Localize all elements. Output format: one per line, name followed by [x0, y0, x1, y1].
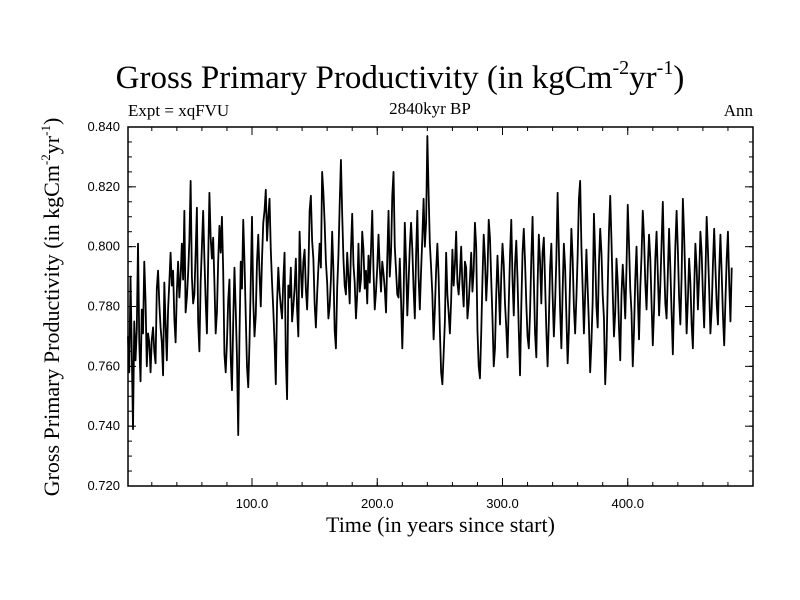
- tick-labels: 0.720 0.740 0.760 0.780 0.800 0.820 0.840 100.0…: [87, 119, 644, 511]
- y-tick-label: 0.760: [87, 358, 120, 373]
- y-tick-label: 0.740: [87, 418, 120, 433]
- x-axis-label: Time (in years since start): [326, 512, 555, 537]
- x-tick-label: 300.0: [486, 496, 519, 511]
- y-tick-label: 0.720: [87, 478, 120, 493]
- season-label: Ann: [723, 101, 753, 120]
- experiment-label: Expt = xqFVU: [128, 101, 230, 120]
- plot-series: [127, 135, 733, 437]
- chart-title: Gross Primary Productivity (in kgCm-2yr-…: [115, 57, 685, 96]
- y-tick-label: 0.820: [87, 179, 120, 194]
- y-tick-label: 0.800: [87, 239, 120, 254]
- x-tick-label: 400.0: [611, 496, 644, 511]
- x-tick-label: 200.0: [361, 496, 394, 511]
- y-tick-label: 0.840: [87, 119, 120, 134]
- plot-frame: [127, 126, 754, 487]
- y-tick-label: 0.780: [87, 299, 120, 314]
- chart-subtitle: 2840kyr BP: [389, 99, 471, 118]
- gpp-series-line: [127, 135, 733, 437]
- x-tick-label: 100.0: [236, 496, 269, 511]
